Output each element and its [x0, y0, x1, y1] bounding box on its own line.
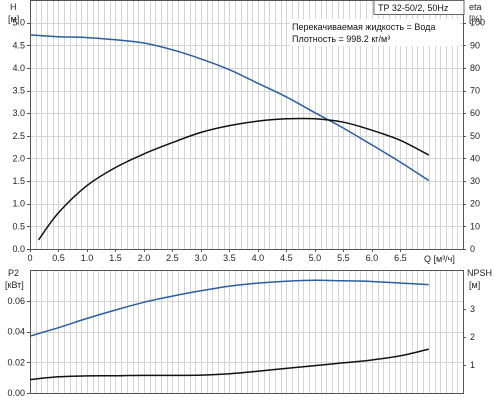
top-xtick-label: 6.0: [366, 253, 379, 263]
top-xlabel: Q [м³/ч]: [424, 254, 455, 264]
top-xtick-label: 0: [27, 253, 32, 263]
top-ytick-right-label: 10: [470, 221, 480, 231]
top-xtick-label: 1.0: [81, 253, 94, 263]
chart-title: TP 32-50/2, 50Hz: [378, 3, 449, 13]
bottom-ylabel-right-line1: NPSH: [467, 268, 492, 278]
top-ytick-right-label: 90: [470, 40, 480, 50]
top-ytick-left-label: 1.5: [12, 176, 25, 186]
top-ytick-left-label: 4.5: [12, 40, 25, 50]
bottom-ytick-left-label: 0.02: [7, 357, 25, 367]
bottom-plot-frame: [30, 270, 464, 394]
top-ytick-left-label: 4.0: [12, 63, 25, 73]
top-ytick-right-label: 20: [470, 199, 480, 209]
top-ytick-right-label: 0: [470, 244, 475, 254]
top-ytick-left-label: 3.0: [12, 108, 25, 118]
top-ytick-left-label: 1.0: [12, 199, 25, 209]
top-ytick-right-label: 100: [470, 18, 485, 28]
grid-layer: [30, 0, 464, 394]
annotation-bg: [290, 19, 460, 46]
top-xtick-label: 2.0: [138, 253, 151, 263]
series-layer: [29, 34, 430, 381]
top-xtick-label: 5.5: [337, 253, 350, 263]
top-ylabel-left-line2: [м]: [8, 14, 19, 24]
top-xtick-label: 4.0: [252, 253, 265, 263]
top-xtick-label: 4.5: [280, 253, 293, 263]
top-xtick-label: 3.0: [195, 253, 208, 263]
annotation-density: Плотность = 998.2 кг/м³: [292, 34, 390, 44]
bottom-ytick-left-label: 0.06: [7, 296, 25, 306]
top-ytick-right-label: 60: [470, 108, 480, 118]
top-ytick-left-label: 5.0: [12, 18, 25, 28]
top-ytick-right-label: 40: [470, 153, 480, 163]
top-ytick-left-label: 3.5: [12, 86, 25, 96]
power-curve-line: [29, 279, 429, 337]
bottom-ylabel-left-line1: P2: [8, 268, 19, 278]
top-plot-frame: [30, 0, 464, 250]
head-curve-line: [29, 34, 430, 182]
top-ytick-left-label: 0.5: [12, 221, 25, 231]
top-ytick-right-label: 50: [470, 131, 480, 141]
bottom-ylabel-right-line2: [м]: [469, 280, 480, 290]
top-ytick-left-label: 0.0: [12, 244, 25, 254]
efficiency-curve-line: [37, 117, 430, 241]
bottom-ytick-right-label: 3: [470, 304, 475, 314]
top-ytick-left-label: 2.0: [12, 153, 25, 163]
top-xtick-label: 1.5: [109, 253, 122, 263]
bottom-ytick-right-label: 1: [470, 360, 475, 370]
bottom-ytick-right-label: 2: [470, 332, 475, 342]
top-xtick-label: 5.0: [309, 253, 322, 263]
bottom-ytick-left-label: 0.00: [7, 388, 25, 398]
top-xtick-label: 3.5: [223, 253, 236, 263]
top-ytick-left-label: 2.5: [12, 131, 25, 141]
bottom-ylabel-left-line2: [кВт]: [5, 280, 24, 290]
top-xtick-label: 0.5: [52, 253, 65, 263]
top-ytick-right-label: 30: [470, 176, 480, 186]
npsh-curve-line: [29, 348, 429, 381]
top-ytick-right-label: 70: [470, 86, 480, 96]
annotation-fluid: Перекачиваемая жидкость = Вода: [292, 22, 435, 32]
top-xtick-label: 6.5: [394, 253, 407, 263]
frame-layer: [30, 0, 464, 394]
top-ylabel-right-line2: [%]: [469, 14, 482, 24]
bottom-ytick-left-label: 0.04: [7, 327, 25, 337]
top-xtick-label: 2.5: [166, 253, 179, 263]
tick-layer: 0.00.51.01.52.02.53.03.54.04.55.00102030…: [7, 18, 485, 398]
top-ylabel-left-line1: H: [10, 2, 17, 12]
top-ylabel-right-line1: eta: [469, 2, 482, 12]
chart-title-box: [373, 0, 465, 15]
top-ytick-right-label: 80: [470, 63, 480, 73]
